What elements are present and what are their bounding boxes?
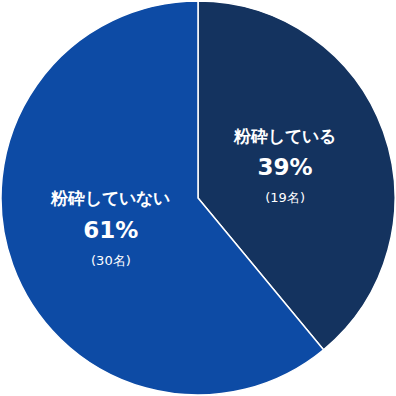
slices <box>1 1 395 395</box>
slice-label: 粉砕している 39% (19名) <box>233 126 336 206</box>
count-label: (19名) <box>265 190 305 205</box>
data-labels: 粉砕している 39% (19名) 粉砕していない 61% (30名) <box>50 126 336 268</box>
value-label: 39% <box>258 154 313 180</box>
pie-slice <box>1 1 324 395</box>
category-label: 粉砕している <box>233 126 336 146</box>
slice-label: 粉砕していない 61% (30名) <box>50 188 170 268</box>
value-label: 61% <box>83 217 138 243</box>
category-label: 粉砕していない <box>50 188 170 208</box>
pie: 粉砕している 39% (19名) 粉砕していない 61% (30名) <box>1 1 395 395</box>
count-label: (30名) <box>91 253 131 268</box>
chart: 粉砕している 39% (19名) 粉砕していない 61% (30名) <box>0 0 396 396</box>
